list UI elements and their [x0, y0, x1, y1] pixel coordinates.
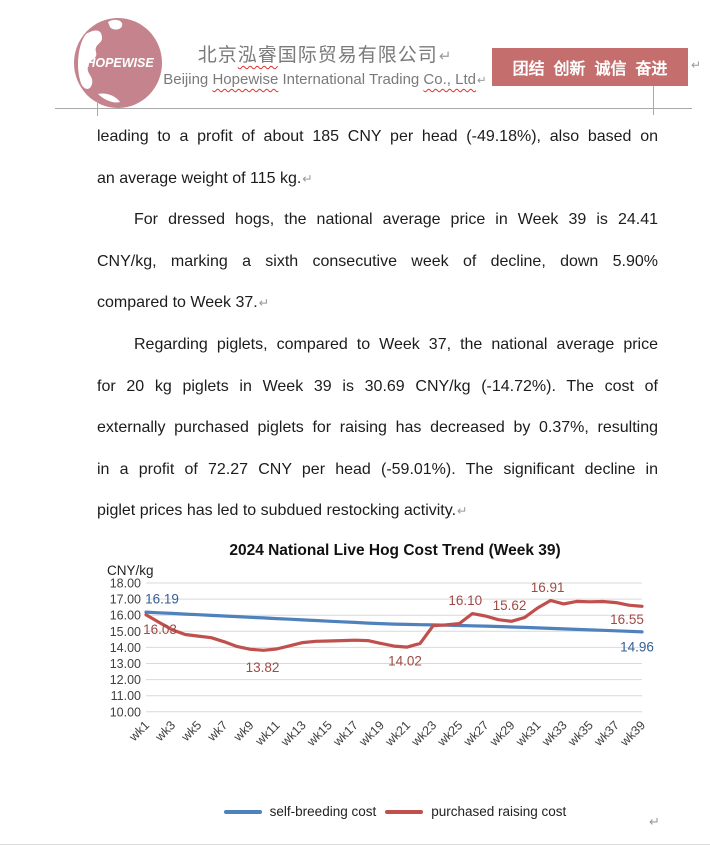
data-label: 16.91: [531, 580, 565, 595]
paragraph-3-line: for 20 kg piglets in Week 39 is 30.69 CN…: [97, 377, 658, 395]
data-label: 13.82: [246, 660, 280, 675]
y-tick-label: 16.00: [110, 609, 141, 623]
data-label: 14.96: [620, 639, 654, 654]
company-name-cn: 北京泓睿国际贸易有限公司↵: [197, 45, 453, 66]
x-tick-label: wk35: [565, 718, 596, 749]
hopewise-logo: HOPEWISE: [68, 14, 164, 112]
spellcheck-underline: Co., Ltd: [423, 71, 476, 88]
paragraph-3-line: Regarding piglets, compared to Week 37, …: [134, 335, 658, 353]
x-tick-label: wk9: [230, 718, 256, 744]
y-tick-label: 10.00: [110, 705, 141, 719]
y-axis-label: CNY/kg: [107, 563, 154, 578]
x-tick-label: wk25: [434, 718, 465, 749]
spellcheck-underline: Hopewise: [212, 71, 279, 88]
document-body: leading to a profit of about 185 CNY per…: [97, 116, 658, 532]
data-label: 16.19: [145, 592, 179, 607]
chart-legend: self-breeding cost purchased raising cos…: [95, 804, 695, 819]
x-tick-label: wk1: [126, 718, 152, 744]
paragraph-mark: ↵: [476, 74, 487, 87]
data-label: 16.03: [143, 622, 177, 637]
paragraph-mark: ↵: [258, 296, 270, 311]
legend-swatch-red: [385, 809, 424, 814]
legend-item-self-breeding: self-breeding cost: [223, 804, 376, 819]
paragraph-mark: ↵: [649, 814, 660, 829]
y-tick-label: 14.00: [110, 641, 141, 655]
y-tick-label: 12.00: [110, 673, 141, 687]
x-tick-label: wk7: [204, 718, 230, 744]
x-tick-label: wk5: [178, 718, 204, 744]
x-tick-label: wk17: [330, 718, 361, 749]
x-tick-label: wk23: [408, 718, 439, 749]
y-tick-label: 13.00: [110, 657, 141, 671]
data-label: 14.02: [388, 654, 422, 669]
slogan-text: 团结 创新 诚信 奋进: [512, 61, 668, 78]
x-tick-label: wk31: [512, 718, 543, 749]
paragraph-1-line: leading to a profit of about 185 CNY per…: [97, 128, 658, 145]
paragraph-mark: ↵: [438, 49, 453, 65]
globe-logo-icon: HOPEWISE: [74, 18, 162, 108]
x-tick-label: wk3: [152, 718, 178, 744]
series-purchased-raising-cost: [144, 598, 644, 652]
paragraph-3-line: piglet prices has led to subdued restock…: [97, 502, 468, 520]
y-tick-label: 18.00: [110, 577, 141, 591]
x-tick-label: wk13: [278, 718, 309, 749]
x-tick-label: wk29: [486, 718, 517, 749]
data-label: 16.10: [448, 593, 482, 608]
x-tick-label: wk37: [591, 718, 622, 749]
legend-swatch-blue: [223, 809, 262, 814]
y-tick-label: 17.00: [110, 593, 141, 607]
data-label: 15.62: [493, 598, 527, 613]
x-tick-label: wk33: [539, 718, 570, 749]
chart-title: 2024 National Live Hog Cost Trend (Week …: [229, 542, 561, 559]
series-self-breeding-cost: [144, 610, 644, 634]
y-tick-label: 11.00: [111, 689, 141, 703]
x-tick-label: wk11: [252, 718, 283, 749]
paragraph-3-line: in a profit of 72.27 CNY per head (-59.0…: [97, 460, 658, 478]
paragraph-1-line: an average weight of 115 kg.↵: [97, 169, 313, 187]
header-divider: [55, 108, 692, 109]
paragraph-mark: ↵: [691, 58, 702, 72]
paragraph-mark: ↵: [302, 171, 313, 186]
y-tick-label: 15.00: [110, 625, 141, 639]
logo-text: HOPEWISE: [86, 56, 154, 70]
slogan-banner: 团结 创新 诚信 奋进: [492, 48, 688, 86]
margin-tick-left: [97, 100, 98, 116]
margin-tick-right: [653, 86, 654, 115]
company-titles: 北京泓睿国际贸易有限公司↵ Beijing Hopewise Internati…: [150, 40, 500, 88]
x-tick-label: wk19: [356, 718, 387, 749]
x-tick-label: wk15: [304, 718, 335, 749]
x-tick-label: wk39: [617, 718, 648, 749]
paragraph-2-line: CNY/kg, marking a sixth consecutive week…: [97, 252, 658, 270]
paragraph-2-line: For dressed hogs, the national average p…: [134, 211, 658, 229]
x-tick-label: wk21: [382, 718, 413, 749]
data-label: 16.55: [610, 612, 644, 627]
paragraph-2-line: compared to Week 37.↵: [97, 294, 270, 312]
spellcheck-underline: 泓睿: [237, 45, 278, 66]
x-tick-label: wk27: [460, 718, 491, 749]
company-name-en: Beijing Hopewise International Trading C…: [163, 71, 487, 88]
legend-item-purchased: purchased raising cost: [385, 804, 566, 819]
paragraph-mark: ↵: [457, 504, 468, 519]
paragraph-3-line: externally purchased piglets for raising…: [97, 419, 658, 437]
page-bottom-divider: [0, 844, 710, 845]
